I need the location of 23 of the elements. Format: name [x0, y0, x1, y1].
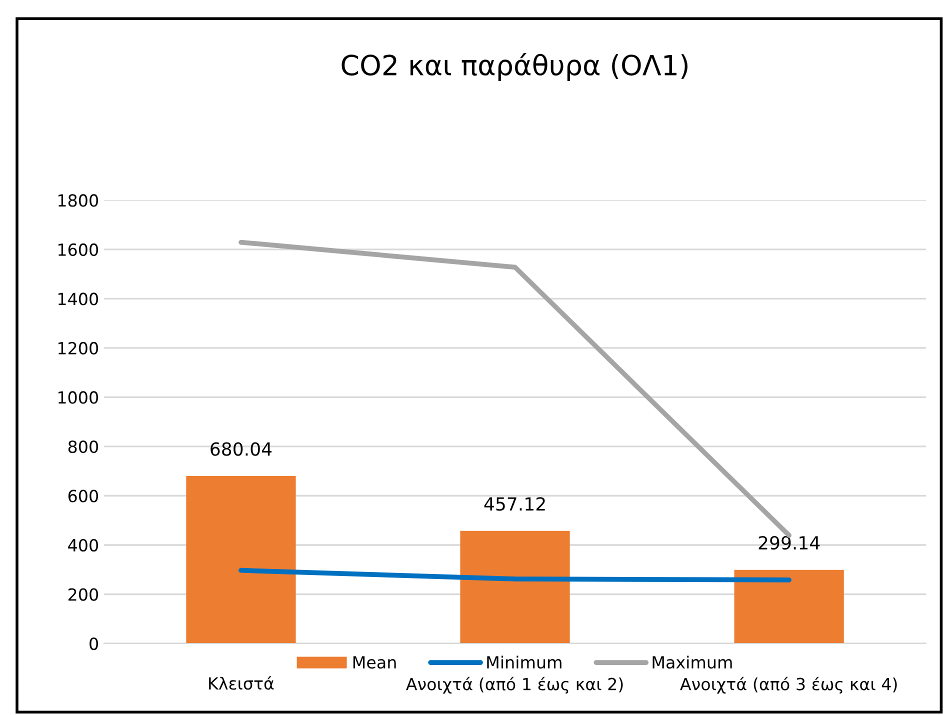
y-tick-label: 1200 [58, 342, 98, 355]
x-tick-label: Ανοιχτά (από 1 έως και 2) [406, 676, 623, 694]
bar [734, 570, 844, 644]
data-label: 680.04 [210, 442, 272, 456]
legend-label: Minimum [487, 656, 562, 669]
x-tick-label: Ανοιχτά (από 3 έως και 4) [680, 676, 897, 694]
x-tick-label: Κλειστά [209, 676, 274, 690]
data-label: 457.12 [484, 497, 545, 511]
y-tick-label: 600 [68, 490, 98, 502]
data-label: 299.14 [758, 536, 820, 550]
y-tick-label: 200 [68, 588, 98, 601]
y-tick-label: 0 [90, 637, 98, 650]
y-tick-label: 1600 [58, 243, 98, 256]
bar [460, 530, 570, 644]
y-tick-label: 800 [68, 440, 98, 454]
chart-title: CO2 και παράθυρα (ΟΛ1) [342, 52, 688, 81]
legend-label: Mean [353, 656, 396, 669]
bar [186, 476, 296, 644]
y-tick-label: 1800 [58, 194, 98, 207]
y-tick-label: 1000 [58, 391, 98, 404]
legend-label: Maximum [652, 656, 732, 669]
y-tick-label: 1400 [58, 292, 98, 306]
y-tick-label: 400 [68, 538, 98, 552]
